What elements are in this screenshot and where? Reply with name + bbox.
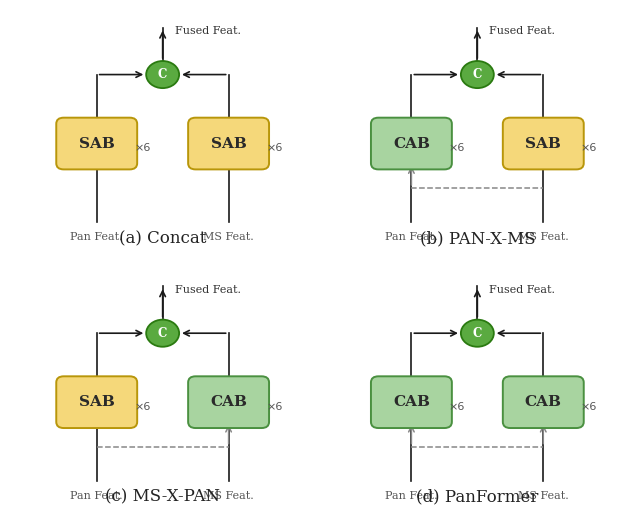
Text: (d) PanFormer: (d) PanFormer [416, 489, 538, 505]
Circle shape [461, 61, 494, 88]
Text: Fused Feat.: Fused Feat. [490, 26, 556, 36]
Circle shape [146, 320, 179, 347]
Text: SAB: SAB [79, 395, 115, 409]
Text: Pan Feat.: Pan Feat. [70, 491, 123, 501]
Text: ×6: ×6 [449, 144, 465, 154]
Text: CAB: CAB [525, 395, 562, 409]
Text: ×6: ×6 [134, 402, 150, 412]
Text: C: C [158, 68, 167, 81]
Text: C: C [158, 327, 167, 340]
Text: ×6: ×6 [580, 144, 597, 154]
FancyBboxPatch shape [188, 118, 269, 169]
Text: (b) PAN-X-MS: (b) PAN-X-MS [420, 230, 535, 247]
Text: SAB: SAB [79, 137, 115, 150]
Text: ×6: ×6 [266, 402, 282, 412]
Text: SAB: SAB [211, 137, 246, 150]
Text: MS Feat.: MS Feat. [204, 491, 254, 501]
Text: Pan Feat.: Pan Feat. [385, 232, 438, 242]
Text: Fused Feat.: Fused Feat. [175, 285, 241, 295]
Text: Fused Feat.: Fused Feat. [175, 26, 241, 36]
FancyBboxPatch shape [503, 376, 584, 428]
Text: (a) Concat: (a) Concat [119, 230, 206, 247]
Text: (c) MS-X-PAN: (c) MS-X-PAN [105, 489, 220, 505]
Text: SAB: SAB [525, 137, 561, 150]
Text: ×6: ×6 [134, 144, 150, 154]
Text: MS Feat.: MS Feat. [518, 491, 569, 501]
Text: MS Feat.: MS Feat. [518, 232, 569, 242]
Text: Pan Feat.: Pan Feat. [385, 491, 438, 501]
FancyBboxPatch shape [503, 118, 584, 169]
Text: CAB: CAB [393, 137, 430, 150]
Circle shape [146, 61, 179, 88]
Text: ×6: ×6 [449, 402, 465, 412]
Text: Pan Feat.: Pan Feat. [70, 232, 123, 242]
FancyBboxPatch shape [56, 376, 137, 428]
Text: MS Feat.: MS Feat. [204, 232, 254, 242]
Text: Fused Feat.: Fused Feat. [490, 285, 556, 295]
Circle shape [461, 320, 494, 347]
FancyBboxPatch shape [56, 118, 137, 169]
Text: CAB: CAB [393, 395, 430, 409]
FancyBboxPatch shape [371, 118, 452, 169]
Text: ×6: ×6 [266, 144, 282, 154]
Text: C: C [473, 68, 482, 81]
Text: CAB: CAB [210, 395, 247, 409]
Text: ×6: ×6 [580, 402, 597, 412]
Text: C: C [473, 327, 482, 340]
FancyBboxPatch shape [371, 376, 452, 428]
FancyBboxPatch shape [188, 376, 269, 428]
